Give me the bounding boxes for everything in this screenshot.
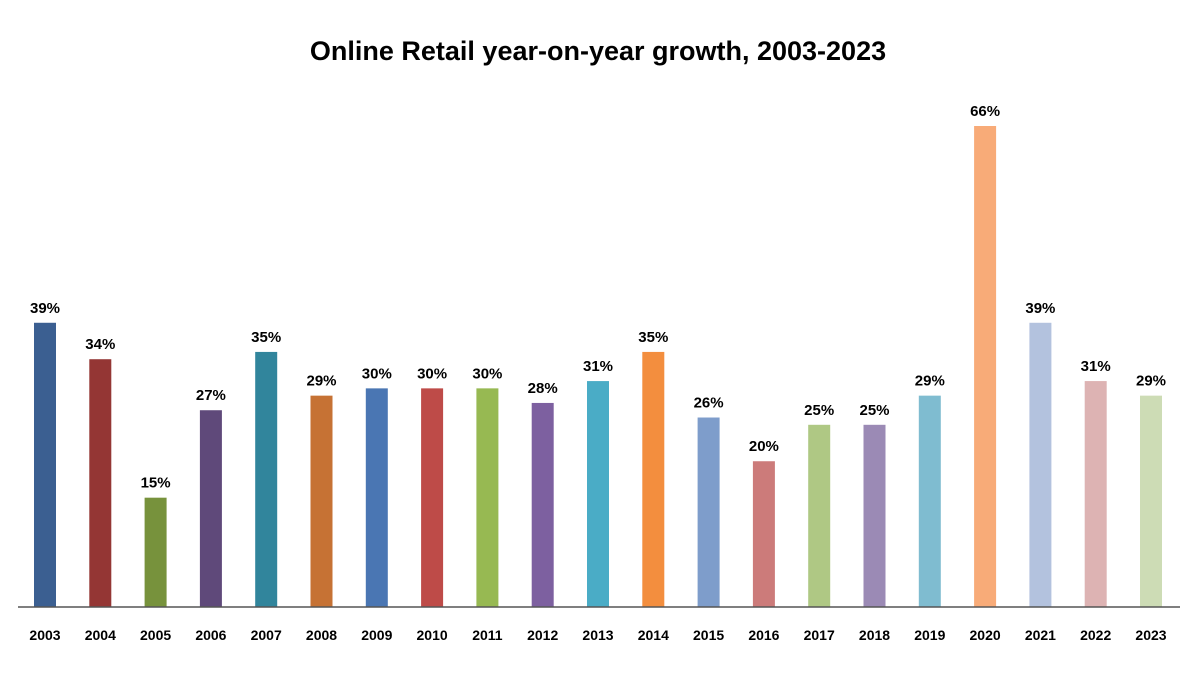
x-tick-label: 2023	[1135, 627, 1166, 643]
x-tick-label: 2004	[85, 627, 116, 643]
data-label-2015: 26%	[694, 395, 724, 412]
bar-2009	[365, 388, 388, 607]
bar-2019	[918, 395, 941, 607]
data-label-2022: 31%	[1081, 358, 1111, 375]
x-tick-label: 2021	[1025, 627, 1056, 643]
x-tick-label: 2015	[693, 627, 724, 643]
bar-2003	[34, 322, 56, 607]
x-tick-label: 2014	[638, 627, 669, 643]
data-label-2018: 25%	[859, 402, 889, 419]
x-tick-label: 2009	[361, 627, 392, 643]
x-tick-label: 2016	[748, 627, 779, 643]
x-tick-label: 2011	[472, 627, 503, 643]
x-tick-label: 2006	[195, 627, 226, 643]
bar-2023	[1140, 395, 1162, 607]
x-tick-label: 2012	[527, 627, 558, 643]
data-label-2004: 34%	[85, 336, 115, 353]
x-tick-label: 2003	[29, 627, 60, 643]
x-tick-label: 2019	[914, 627, 945, 643]
bar-2005	[144, 497, 167, 607]
x-tick-label: 2018	[859, 627, 890, 643]
chart-title: Online Retail year-on-year growth, 2003-…	[310, 36, 886, 66]
bar-2022	[1084, 381, 1107, 607]
bar-2006	[199, 410, 222, 607]
data-label-2009: 30%	[362, 365, 392, 382]
bar-2008	[310, 395, 333, 607]
bar-2013	[587, 381, 609, 607]
bar-2016	[752, 461, 775, 607]
x-tick-label: 2020	[970, 627, 1001, 643]
data-label-2010: 30%	[417, 365, 447, 382]
x-tick-label: 2017	[804, 627, 835, 643]
data-label-2019: 29%	[915, 373, 945, 390]
bar-2020	[974, 126, 997, 607]
data-label-2005: 15%	[141, 475, 171, 492]
bar-2012	[531, 402, 554, 607]
bar-2004	[89, 359, 112, 607]
data-label-2012: 28%	[528, 380, 558, 397]
x-tick-label: 2022	[1080, 627, 1111, 643]
bar-2015	[697, 417, 720, 607]
bar-2007	[255, 351, 278, 607]
bar-2017	[808, 424, 831, 607]
bar-2010	[421, 388, 444, 607]
data-label-2013: 31%	[583, 358, 613, 375]
bar-2011	[476, 388, 499, 607]
data-label-2021: 39%	[1025, 300, 1055, 317]
data-label-2006: 27%	[196, 387, 226, 404]
data-label-2014: 35%	[638, 329, 668, 346]
data-label-2011: 30%	[472, 365, 502, 382]
x-tick-label: 2008	[306, 627, 337, 643]
x-tick-label: 2007	[251, 627, 282, 643]
data-label-2003: 39%	[30, 300, 60, 317]
data-label-2023: 29%	[1136, 373, 1166, 390]
x-tick-label: 2010	[417, 627, 448, 643]
data-label-2016: 20%	[749, 438, 779, 455]
data-label-2020: 66%	[970, 103, 1000, 120]
data-label-2008: 29%	[306, 373, 336, 390]
bar-2021	[1029, 322, 1052, 607]
bar-2014	[642, 351, 665, 607]
x-tick-label: 2013	[582, 627, 613, 643]
data-label-2007: 35%	[251, 329, 281, 346]
bar-2018	[863, 424, 886, 607]
x-tick-label: 2005	[140, 627, 171, 643]
data-label-2017: 25%	[804, 402, 834, 419]
